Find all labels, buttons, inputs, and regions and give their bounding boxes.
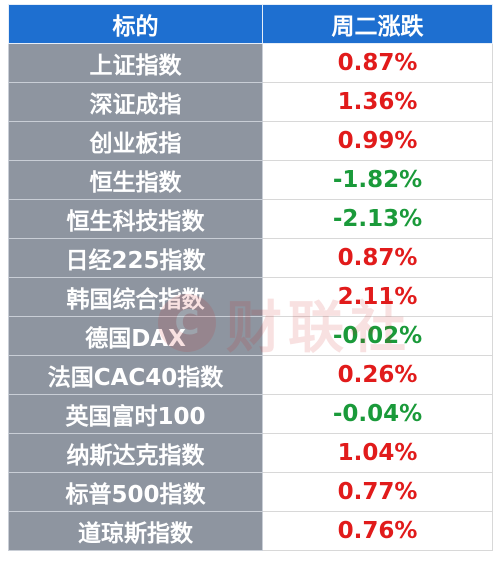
table-row: 纳斯达克指数 1.04% (8, 433, 493, 473)
change-value-cell: 1.04% (262, 433, 493, 473)
change-value-cell: -1.82% (262, 160, 493, 200)
table-row: 日经225指数 0.87% (8, 238, 493, 278)
change-value-cell: 0.26% (262, 355, 493, 395)
index-name-cell: 上证指数 (8, 43, 263, 83)
index-name-cell: 道琼斯指数 (8, 511, 263, 551)
change-value-cell: 0.99% (262, 121, 493, 161)
index-change-table: 标的 周二涨跌 上证指数 0.87% 深证成指 1.36% 创业板指 0.99% 恒生指数 -… (8, 4, 493, 551)
change-value-cell: 0.76% (262, 511, 493, 551)
change-value-cell: 0.87% (262, 43, 493, 83)
index-name-cell: 韩国综合指数 (8, 277, 263, 317)
index-name-cell: 纳斯达克指数 (8, 433, 263, 473)
table-header-row: 标的 周二涨跌 (8, 4, 493, 44)
table-row: 英国富时100 -0.04% (8, 394, 493, 434)
index-name-cell: 法国CAC40指数 (8, 355, 263, 395)
index-name-cell: 德国DAX (8, 316, 263, 356)
table-row: 创业板指 0.99% (8, 121, 493, 161)
index-name-cell: 日经225指数 (8, 238, 263, 278)
index-name-cell: 创业板指 (8, 121, 263, 161)
table-body: 上证指数 0.87% 深证成指 1.36% 创业板指 0.99% 恒生指数 -1.82% 恒生科… (8, 43, 493, 551)
change-value-cell: 2.11% (262, 277, 493, 317)
change-value-cell: 0.87% (262, 238, 493, 278)
index-name-cell: 深证成指 (8, 82, 263, 122)
index-name-cell: 恒生科技指数 (8, 199, 263, 239)
change-value-cell: 1.36% (262, 82, 493, 122)
change-value-cell: -0.04% (262, 394, 493, 434)
table-row: 恒生科技指数 -2.13% (8, 199, 493, 239)
table-row: 法国CAC40指数 0.26% (8, 355, 493, 395)
change-value-cell: -2.13% (262, 199, 493, 239)
index-change-table-container: 标的 周二涨跌 上证指数 0.87% 深证成指 1.36% 创业板指 0.99% 恒生指数 -… (8, 4, 493, 551)
table-row: 德国DAX -0.02% (8, 316, 493, 356)
table-row: 恒生指数 -1.82% (8, 160, 493, 200)
table-row: 道琼斯指数 0.76% (8, 511, 493, 551)
change-value-cell: 0.77% (262, 472, 493, 512)
index-name-cell: 恒生指数 (8, 160, 263, 200)
index-name-cell: 标普500指数 (8, 472, 263, 512)
header-tuesday-change: 周二涨跌 (262, 4, 493, 44)
table-row: 韩国综合指数 2.11% (8, 277, 493, 317)
table-row: 标普500指数 0.77% (8, 472, 493, 512)
table-row: 上证指数 0.87% (8, 43, 493, 83)
header-target: 标的 (8, 4, 263, 44)
change-value-cell: -0.02% (262, 316, 493, 356)
table-row: 深证成指 1.36% (8, 82, 493, 122)
index-name-cell: 英国富时100 (8, 394, 263, 434)
